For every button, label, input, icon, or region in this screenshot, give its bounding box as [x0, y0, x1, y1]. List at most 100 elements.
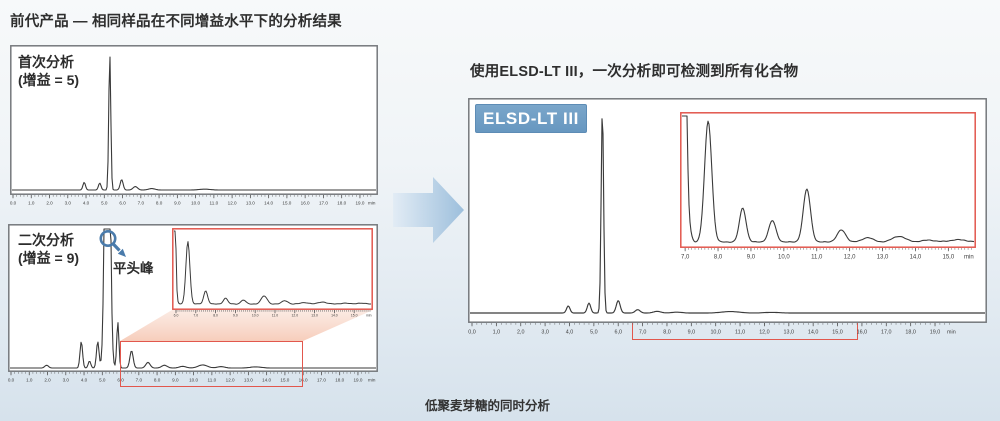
svg-text:11,0: 11,0 — [735, 330, 745, 336]
svg-text:8,0: 8,0 — [663, 330, 671, 336]
chromatogram-elsd-lt3-inset: 7,0 8,0 9,0 10,0 11,0 12,0 13,0 14,0 15,0 min — [680, 112, 982, 262]
svg-text:13,0: 13,0 — [877, 255, 889, 261]
svg-text:8.0: 8.0 — [156, 201, 163, 206]
svg-text:17.0: 17.0 — [319, 201, 328, 206]
svg-text:16.0: 16.0 — [301, 201, 310, 206]
svg-text:10.0: 10.0 — [189, 378, 198, 383]
svg-text:9.0: 9.0 — [233, 314, 238, 318]
svg-text:7,0: 7,0 — [639, 330, 647, 336]
magnifier-icon — [99, 230, 126, 257]
svg-text:14.0: 14.0 — [262, 378, 271, 383]
svg-text:7.0: 7.0 — [136, 378, 143, 383]
arrow-shape — [393, 177, 464, 243]
svg-text:7,0: 7,0 — [681, 255, 690, 261]
svg-text:8.0: 8.0 — [154, 378, 161, 383]
magnifier-lens — [99, 230, 117, 247]
svg-text:13,0: 13,0 — [784, 330, 795, 336]
right-section-title: 使用ELSD-LT III，一次分析即可检测到所有化合物 — [470, 64, 799, 80]
svg-text:7.0: 7.0 — [138, 201, 145, 206]
svg-text:17,0: 17,0 — [881, 330, 892, 336]
second-run-label-line1: 二次分析 — [18, 232, 74, 248]
svg-text:9.0: 9.0 — [172, 378, 179, 383]
svg-text:9,0: 9,0 — [747, 255, 756, 261]
svg-text:12.0: 12.0 — [228, 201, 237, 206]
first-run-label-line2: (增益 = 5) — [18, 72, 80, 89]
svg-text:4.0: 4.0 — [83, 201, 90, 206]
svg-text:10.0: 10.0 — [252, 314, 259, 318]
svg-text:5.0: 5.0 — [99, 378, 106, 383]
svg-text:19,0: 19,0 — [930, 330, 941, 336]
chromatogram-second-run-inset: 6.0 7.0 8.0 9.0 10.0 11.0 12.0 13.0 14.0 15.0 min — [172, 228, 378, 322]
svg-text:15.0: 15.0 — [282, 201, 291, 206]
svg-text:12,0: 12,0 — [759, 330, 770, 336]
svg-text:15,0: 15,0 — [943, 255, 955, 261]
svg-text:19.0: 19.0 — [353, 378, 362, 383]
left-section-title: 前代产品 — 相同样品在不同增益水平下的分析结果 — [10, 14, 342, 30]
svg-text:3,0: 3,0 — [541, 330, 549, 336]
second-run-label: 二次分析 (增益 = 9) — [18, 231, 79, 268]
svg-text:14.0: 14.0 — [264, 201, 273, 206]
svg-text:3.0: 3.0 — [63, 378, 70, 383]
svg-text:min: min — [366, 314, 372, 318]
svg-text:13.0: 13.0 — [246, 201, 255, 206]
svg-text:13.0: 13.0 — [244, 378, 253, 383]
svg-text:min: min — [964, 255, 974, 261]
highlight-rect-left — [120, 341, 303, 387]
svg-text:6.0: 6.0 — [119, 201, 126, 206]
svg-text:10,0: 10,0 — [710, 330, 721, 336]
svg-text:3.0: 3.0 — [65, 201, 72, 206]
svg-text:5,0: 5,0 — [590, 330, 598, 336]
svg-text:19.0: 19.0 — [355, 201, 364, 206]
svg-text:11.0: 11.0 — [208, 378, 217, 383]
svg-text:9.0: 9.0 — [174, 201, 181, 206]
second-run-label-line2: (增益 = 9) — [18, 250, 80, 267]
product-badge: ELSD-LT III — [475, 104, 587, 133]
svg-text:0.0: 0.0 — [10, 201, 17, 206]
svg-text:6.0: 6.0 — [174, 314, 179, 318]
svg-text:8.0: 8.0 — [213, 314, 218, 318]
svg-text:4,0: 4,0 — [566, 330, 574, 336]
svg-text:9,0: 9,0 — [688, 330, 696, 336]
svg-text:12.0: 12.0 — [291, 314, 298, 318]
svg-text:4.0: 4.0 — [81, 378, 88, 383]
svg-text:11,0: 11,0 — [811, 255, 823, 261]
svg-text:14,0: 14,0 — [808, 330, 819, 336]
svg-text:11.0: 11.0 — [210, 201, 219, 206]
svg-text:min: min — [368, 201, 376, 206]
svg-text:11.0: 11.0 — [272, 314, 278, 318]
svg-text:12,0: 12,0 — [844, 255, 856, 261]
svg-text:1,0: 1,0 — [493, 330, 501, 336]
svg-text:min: min — [368, 378, 376, 383]
svg-text:2.0: 2.0 — [44, 378, 51, 383]
svg-text:10.0: 10.0 — [191, 201, 200, 206]
svg-text:15.0: 15.0 — [280, 378, 289, 383]
svg-text:2.0: 2.0 — [46, 201, 53, 206]
svg-text:18,0: 18,0 — [905, 330, 916, 336]
chromatogram-first-run: 0.0 1.0 2.0 3.0 4.0 5.0 6.0 7.0 8.0 9.0 10.0 11.0 12… — [10, 45, 394, 213]
chart-svg-prev_inset: 6.0 7.0 8.0 9.0 10.0 11.0 12.0 13.0 14.0 15.0 min — [172, 228, 373, 318]
svg-text:1.0: 1.0 — [26, 378, 33, 383]
svg-text:1.0: 1.0 — [28, 201, 35, 206]
figure-caption: 低聚麦芽糖的同时分析 — [425, 399, 551, 413]
svg-text:15,0: 15,0 — [832, 330, 843, 336]
chart-svg-new_inset: 7,0 8,0 9,0 10,0 11,0 12,0 13,0 14,0 15,0 min — [680, 112, 976, 261]
svg-text:13.0: 13.0 — [311, 314, 318, 318]
magnifier-arrowhead — [117, 248, 126, 257]
magnifier-handle — [111, 242, 121, 252]
transition-arrow-icon — [393, 177, 464, 243]
svg-text:18.0: 18.0 — [337, 201, 346, 206]
svg-text:10,0: 10,0 — [778, 255, 790, 261]
svg-text:16,0: 16,0 — [857, 330, 868, 336]
first-run-label: 首次分析 (增益 = 5) — [18, 53, 79, 90]
svg-text:0,0: 0,0 — [468, 330, 476, 336]
svg-text:8,0: 8,0 — [714, 255, 723, 261]
chart-svg-prev_run1: 0.0 1.0 2.0 3.0 4.0 5.0 6.0 7.0 8.0 9.0 10.0 11.0 12… — [10, 45, 378, 206]
svg-text:2,0: 2,0 — [517, 330, 525, 336]
svg-text:min: min — [947, 330, 956, 336]
flat-top-peak-label: 平头峰 — [113, 261, 154, 276]
svg-text:12.0: 12.0 — [226, 378, 235, 383]
svg-text:0.0: 0.0 — [8, 378, 15, 383]
svg-text:18.0: 18.0 — [335, 378, 344, 383]
svg-text:7.0: 7.0 — [193, 314, 198, 318]
